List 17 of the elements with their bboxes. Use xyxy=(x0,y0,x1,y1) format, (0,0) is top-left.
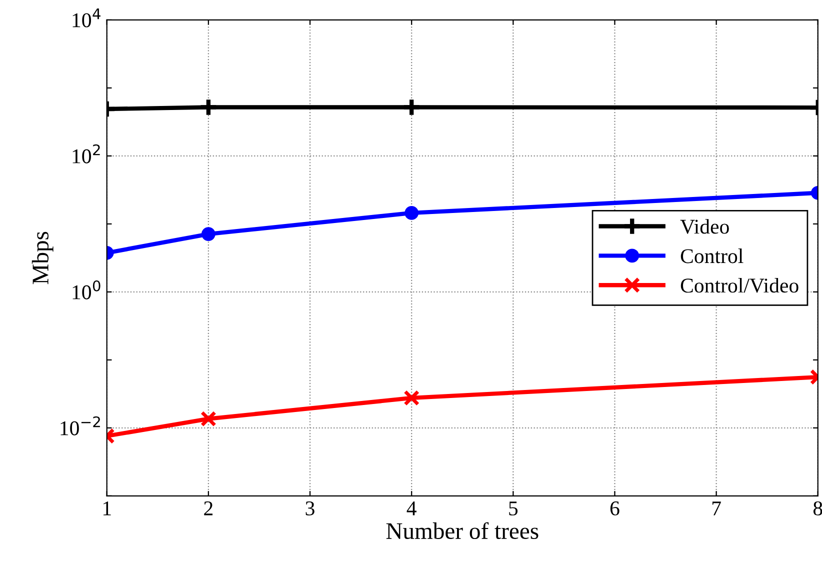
y-tick-label: 10$^{0}$ xyxy=(72,280,100,300)
legend-label: Video xyxy=(680,219,729,234)
x-tick-label: 4 xyxy=(406,502,416,516)
y-tick-label: 10$^{4}$ xyxy=(72,8,100,28)
x-tick-label: 3 xyxy=(306,501,314,516)
x-axis-title: Number of trees xyxy=(386,522,538,540)
legend-label: Control/Video xyxy=(680,278,798,293)
x-tick-label: 1 xyxy=(103,501,111,516)
x-tick-label: 7 xyxy=(712,502,721,516)
x-tick-label: 6 xyxy=(610,501,620,516)
y-tick-label: 10$^{−2}$ xyxy=(60,416,100,436)
x-tick-label: 2 xyxy=(204,501,212,516)
legend-label: Control xyxy=(680,248,744,264)
x-tick-label: 5 xyxy=(509,502,518,516)
y-tick-label: 10$^{2}$ xyxy=(72,144,100,164)
x-tick-label: 8 xyxy=(813,501,822,516)
y-axis-title: Mbps xyxy=(32,232,54,284)
